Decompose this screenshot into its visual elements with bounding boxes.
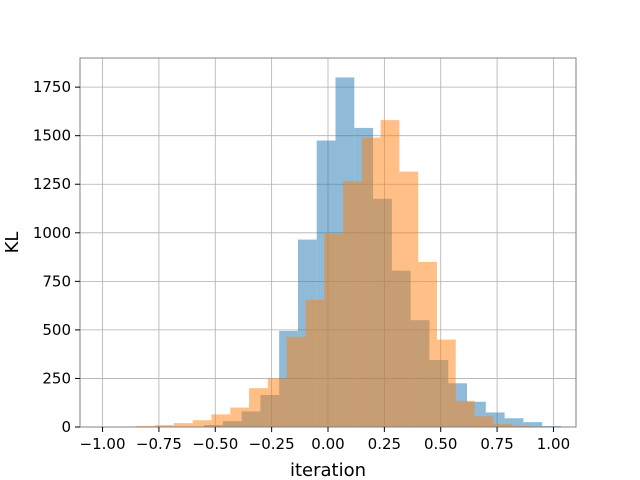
histogram-bar (324, 233, 344, 427)
y-tick-label: 1250 (33, 175, 71, 193)
histogram-bars (136, 77, 561, 428)
y-tick-label: 500 (42, 321, 71, 339)
histogram-bar (192, 420, 212, 427)
histogram-bar (493, 424, 513, 427)
y-axis-ticks: 0 250 500 750 1000 1250 1500 1750 (33, 78, 80, 436)
histogram-bar (343, 181, 362, 427)
histogram-bar (455, 400, 475, 427)
histogram-bar (523, 422, 543, 427)
x-tick-label: −1.00 (80, 435, 126, 453)
y-tick-label: 0 (61, 418, 71, 436)
histogram-bar (380, 120, 400, 427)
y-tick-label: 1500 (33, 127, 71, 145)
histogram-bar (155, 425, 174, 427)
x-axis-label: iteration (290, 460, 366, 480)
y-tick-label: 1750 (33, 78, 71, 96)
y-tick-label: 250 (42, 369, 71, 387)
histogram-bar (211, 414, 231, 427)
histogram-bar (249, 388, 268, 427)
histogram-bar (267, 378, 287, 427)
histogram-bar (230, 407, 250, 427)
y-axis-label: KL (2, 232, 23, 254)
x-tick-label: 0.75 (480, 435, 513, 453)
histogram-bar (286, 336, 306, 427)
histogram-bar (305, 299, 325, 427)
histogram-bar (418, 261, 437, 427)
x-tick-label: 0.25 (368, 435, 401, 453)
x-tick-label: −0.75 (136, 435, 182, 453)
x-tick-label: −0.50 (192, 435, 238, 453)
x-tick-label: 0.50 (424, 435, 457, 453)
histogram-bar (474, 416, 494, 427)
histogram-bar (436, 339, 456, 427)
x-axis-ticks: −1.00 −0.75 −0.50 −0.25 0.00 0.25 0.50 0.75 1.00 (80, 427, 570, 453)
y-tick-label: 750 (42, 272, 71, 290)
x-tick-label: −0.25 (249, 435, 295, 453)
x-tick-label: 1.00 (537, 435, 570, 453)
histogram-bar (173, 423, 193, 427)
x-tick-label: 0.00 (311, 435, 344, 453)
y-tick-label: 1000 (33, 224, 71, 242)
histogram-bar (399, 171, 419, 427)
histogram-bar (361, 137, 381, 427)
histogram-bar (504, 418, 524, 427)
